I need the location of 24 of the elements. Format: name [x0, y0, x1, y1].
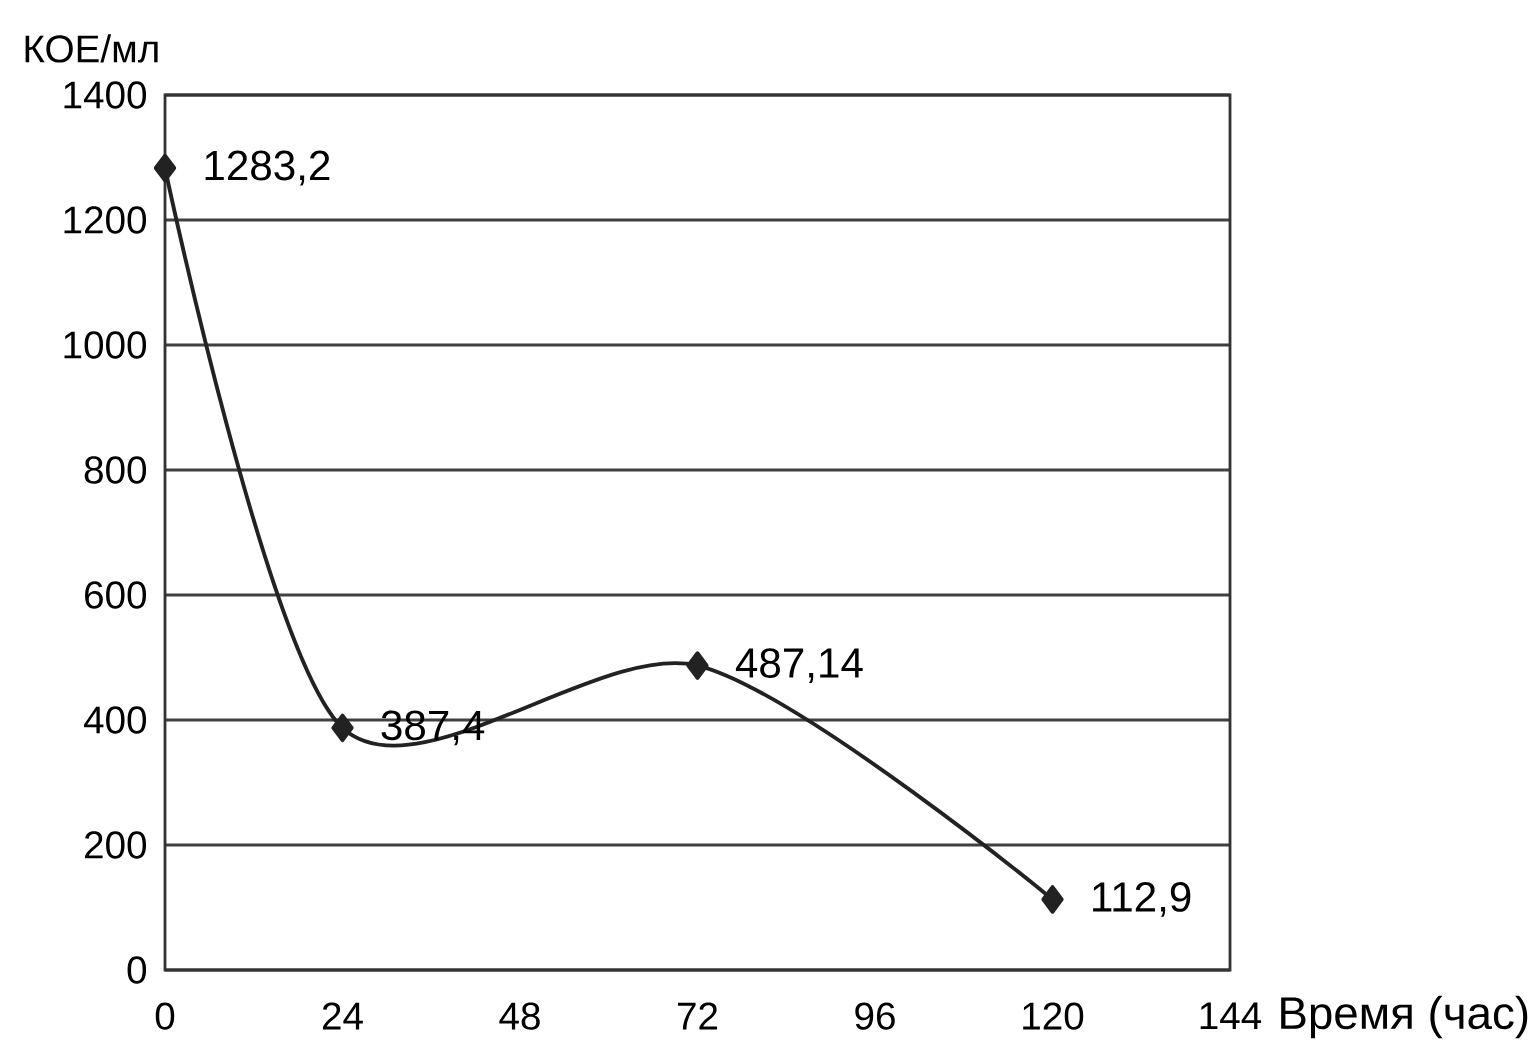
data-label: 1283,2	[205, 150, 330, 186]
y-tick-label: 1200	[64, 206, 147, 234]
y-axis-title: КОЕ/мл	[25, 34, 158, 63]
point	[331, 713, 354, 743]
point	[686, 651, 709, 680]
data-label: 487,14	[735, 648, 863, 683]
x-tick-label: 120	[1023, 1002, 1084, 1030]
x-tick-label: 144	[1200, 1002, 1262, 1030]
x-tick-label: 24	[322, 1002, 363, 1030]
point	[1041, 885, 1064, 914]
y-tick-label: 800	[84, 456, 147, 484]
y-tick-label: 200	[85, 831, 147, 859]
y-tick-label: 600	[85, 581, 147, 609]
x-tick-label: 72	[677, 1002, 718, 1030]
point	[153, 153, 177, 183]
data-label: 112,9	[1093, 882, 1191, 917]
x-tick-label: 48	[499, 1002, 540, 1030]
y-tick-label: 400	[83, 706, 147, 734]
x-tick-label: 96	[855, 1002, 895, 1030]
x-axis-title: Время (час)	[1281, 995, 1528, 1039]
y-tick-label: 1000	[64, 331, 147, 359]
y-tick-label: 1400	[64, 81, 147, 109]
x-tick-label: 0	[155, 1002, 175, 1030]
y-tick-label: 0	[127, 956, 147, 984]
